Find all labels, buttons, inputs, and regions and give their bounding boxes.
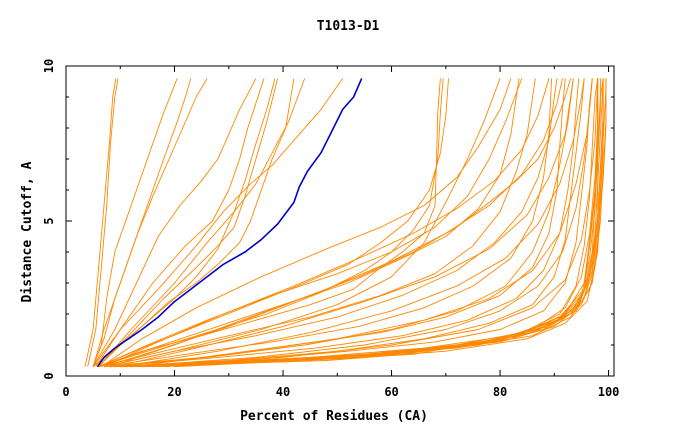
x-axis-label: Percent of Residues (CA)	[240, 409, 428, 424]
y-axis-label: Distance Cutoff, A	[20, 161, 35, 302]
model-line-45	[103, 78, 550, 368]
model-line-42	[120, 78, 585, 368]
model-line-49	[174, 78, 599, 368]
x-tick-label: 40	[276, 385, 290, 399]
model-line-2	[87, 78, 119, 367]
model-line-47	[103, 78, 501, 368]
x-axis-ticks: 0 20 40 60 80 100	[62, 66, 619, 399]
model-line-18	[98, 78, 536, 368]
model-line-36	[141, 78, 604, 368]
model-line-43	[114, 78, 574, 368]
y-tick-label: 5	[42, 217, 56, 224]
model-line-5	[92, 78, 208, 367]
y-axis-ticks: 0 5 10	[42, 59, 614, 380]
x-tick-label: 60	[384, 385, 398, 399]
model-line-25	[109, 78, 585, 368]
model-line-46	[101, 78, 512, 368]
model-line-14	[98, 78, 444, 368]
x-tick-label: 80	[493, 385, 507, 399]
model-line-26	[109, 78, 593, 368]
plot-lines	[84, 78, 607, 368]
model-line-17	[98, 78, 523, 368]
model-line-48	[147, 78, 599, 368]
model-line-44	[109, 78, 563, 368]
model-line-6	[92, 78, 257, 367]
x-tick-label: 0	[62, 385, 69, 399]
model-line-4	[92, 78, 192, 367]
model-line-50	[125, 78, 593, 368]
y-tick-label: 10	[42, 59, 56, 73]
model-line-3	[92, 78, 178, 367]
highlight-model-line	[96, 78, 363, 368]
model-line-23	[109, 78, 574, 368]
model-line-19	[103, 78, 558, 368]
model-line-7	[92, 78, 265, 367]
model-line-8	[92, 78, 279, 368]
model-line-21	[103, 78, 572, 368]
model-line-16	[98, 78, 520, 368]
model-line-9	[95, 78, 344, 367]
chart-title: T1013-D1	[317, 19, 380, 34]
model-line-1	[84, 78, 117, 367]
y-tick-label: 0	[42, 372, 56, 379]
model-line-41	[131, 78, 593, 368]
x-tick-label: 100	[598, 385, 620, 399]
model-line-15	[98, 78, 449, 368]
x-tick-label: 20	[167, 385, 181, 399]
